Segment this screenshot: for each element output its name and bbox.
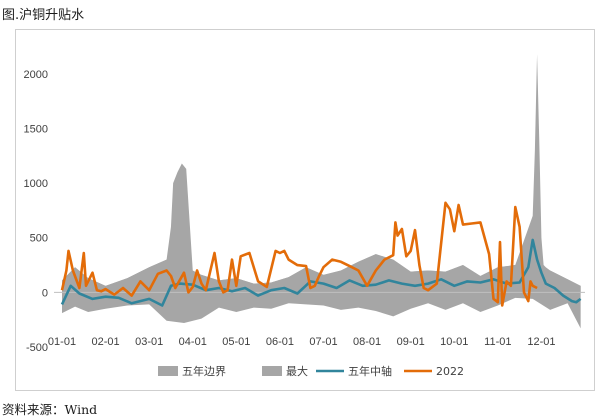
chart-frame (15, 29, 595, 391)
y-tick-label: -500 (26, 342, 48, 354)
x-tick-label: 04-01 (179, 336, 207, 348)
five-year-band-area (62, 254, 581, 329)
figure-title: 图.沪铜升贴水 (2, 8, 85, 23)
legend-label: 五年边界 (182, 364, 226, 378)
y-tick-label: 1000 (24, 178, 48, 190)
y-tick-label: 2000 (24, 69, 48, 81)
max-area (62, 54, 581, 293)
x-tick-label: 10-01 (440, 336, 468, 348)
median-line (60, 238, 582, 307)
line-2022 (60, 201, 538, 307)
source-note: 资料来源：Wind (2, 402, 98, 417)
legend-label: 五年中轴 (348, 364, 392, 378)
x-tick-label: 07-01 (309, 336, 337, 348)
y-tick-label: 0 (42, 287, 48, 299)
legend-swatch (262, 366, 282, 376)
x-tick-label: 02-01 (92, 336, 120, 348)
x-tick-label: 08-01 (353, 336, 381, 348)
x-tick-label: 09-01 (397, 336, 425, 348)
x-tick-label: 01-01 (48, 336, 76, 348)
x-tick-label: 11-01 (484, 336, 511, 348)
y-tick-label: 500 (30, 233, 48, 245)
y-tick-label: 1500 (24, 123, 48, 135)
x-tick-label: 05-01 (222, 336, 250, 348)
legend-label: 2022 (436, 365, 464, 378)
x-tick-label: 06-01 (266, 336, 294, 348)
x-tick-label: 12-01 (527, 336, 555, 348)
legend-swatch (158, 366, 178, 376)
x-tick-label: 03-01 (135, 336, 163, 348)
legend-label: 最大 (286, 364, 308, 378)
